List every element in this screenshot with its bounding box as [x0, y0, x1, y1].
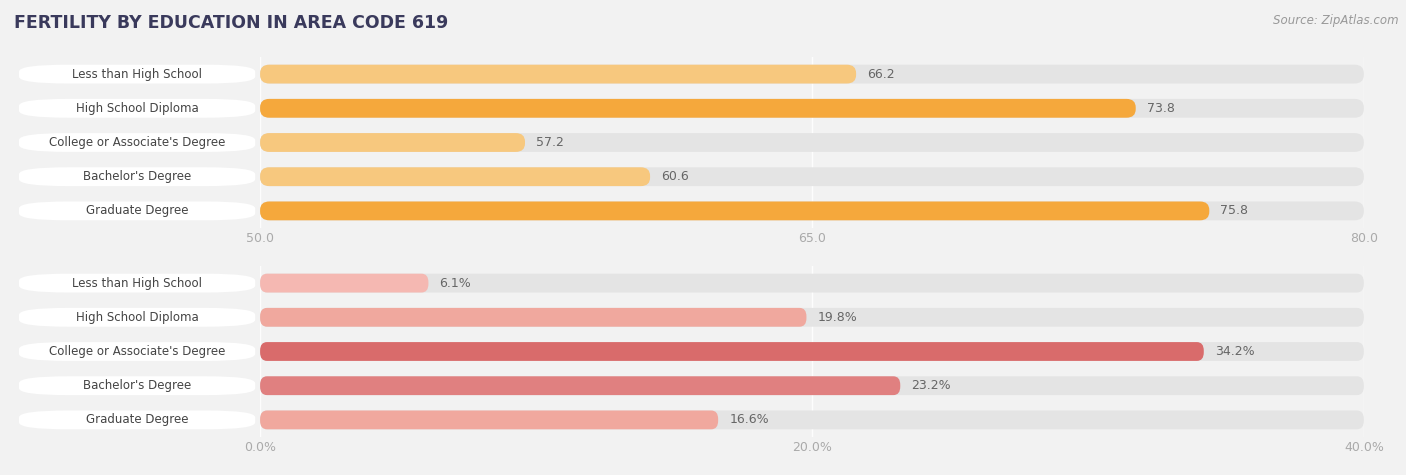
Text: Less than High School: Less than High School — [72, 67, 202, 81]
FancyBboxPatch shape — [260, 133, 1364, 152]
Text: High School Diploma: High School Diploma — [76, 311, 198, 324]
FancyBboxPatch shape — [260, 65, 856, 84]
FancyBboxPatch shape — [20, 308, 256, 327]
FancyBboxPatch shape — [260, 65, 1364, 84]
Text: Less than High School: Less than High School — [72, 276, 202, 290]
Text: High School Diploma: High School Diploma — [76, 102, 198, 115]
Text: 34.2%: 34.2% — [1215, 345, 1254, 358]
FancyBboxPatch shape — [20, 410, 256, 429]
Text: 75.8: 75.8 — [1220, 204, 1249, 218]
FancyBboxPatch shape — [260, 410, 1364, 429]
FancyBboxPatch shape — [260, 133, 524, 152]
FancyBboxPatch shape — [260, 99, 1136, 118]
FancyBboxPatch shape — [260, 274, 1364, 293]
Text: 16.6%: 16.6% — [730, 413, 769, 427]
Text: Source: ZipAtlas.com: Source: ZipAtlas.com — [1274, 14, 1399, 27]
FancyBboxPatch shape — [20, 99, 256, 118]
FancyBboxPatch shape — [260, 376, 1364, 395]
FancyBboxPatch shape — [20, 201, 256, 220]
FancyBboxPatch shape — [20, 133, 256, 152]
Text: Bachelor's Degree: Bachelor's Degree — [83, 379, 191, 392]
FancyBboxPatch shape — [260, 274, 429, 293]
FancyBboxPatch shape — [20, 342, 256, 361]
FancyBboxPatch shape — [260, 167, 650, 186]
Text: FERTILITY BY EDUCATION IN AREA CODE 619: FERTILITY BY EDUCATION IN AREA CODE 619 — [14, 14, 449, 32]
Text: Graduate Degree: Graduate Degree — [86, 413, 188, 427]
FancyBboxPatch shape — [20, 65, 256, 84]
Text: 23.2%: 23.2% — [911, 379, 950, 392]
Text: College or Associate's Degree: College or Associate's Degree — [49, 136, 225, 149]
FancyBboxPatch shape — [260, 342, 1364, 361]
Text: 6.1%: 6.1% — [440, 276, 471, 290]
FancyBboxPatch shape — [260, 99, 1364, 118]
FancyBboxPatch shape — [260, 376, 900, 395]
FancyBboxPatch shape — [260, 410, 718, 429]
FancyBboxPatch shape — [260, 201, 1209, 220]
FancyBboxPatch shape — [260, 201, 1364, 220]
Text: 57.2: 57.2 — [536, 136, 564, 149]
FancyBboxPatch shape — [260, 167, 1364, 186]
FancyBboxPatch shape — [20, 274, 256, 293]
Text: 60.6: 60.6 — [661, 170, 689, 183]
Text: College or Associate's Degree: College or Associate's Degree — [49, 345, 225, 358]
Text: 19.8%: 19.8% — [817, 311, 858, 324]
Text: 66.2: 66.2 — [868, 67, 894, 81]
FancyBboxPatch shape — [20, 376, 256, 395]
Text: 73.8: 73.8 — [1147, 102, 1174, 115]
FancyBboxPatch shape — [260, 308, 1364, 327]
Text: Bachelor's Degree: Bachelor's Degree — [83, 170, 191, 183]
FancyBboxPatch shape — [260, 342, 1204, 361]
FancyBboxPatch shape — [20, 167, 256, 186]
Text: Graduate Degree: Graduate Degree — [86, 204, 188, 218]
FancyBboxPatch shape — [260, 308, 807, 327]
